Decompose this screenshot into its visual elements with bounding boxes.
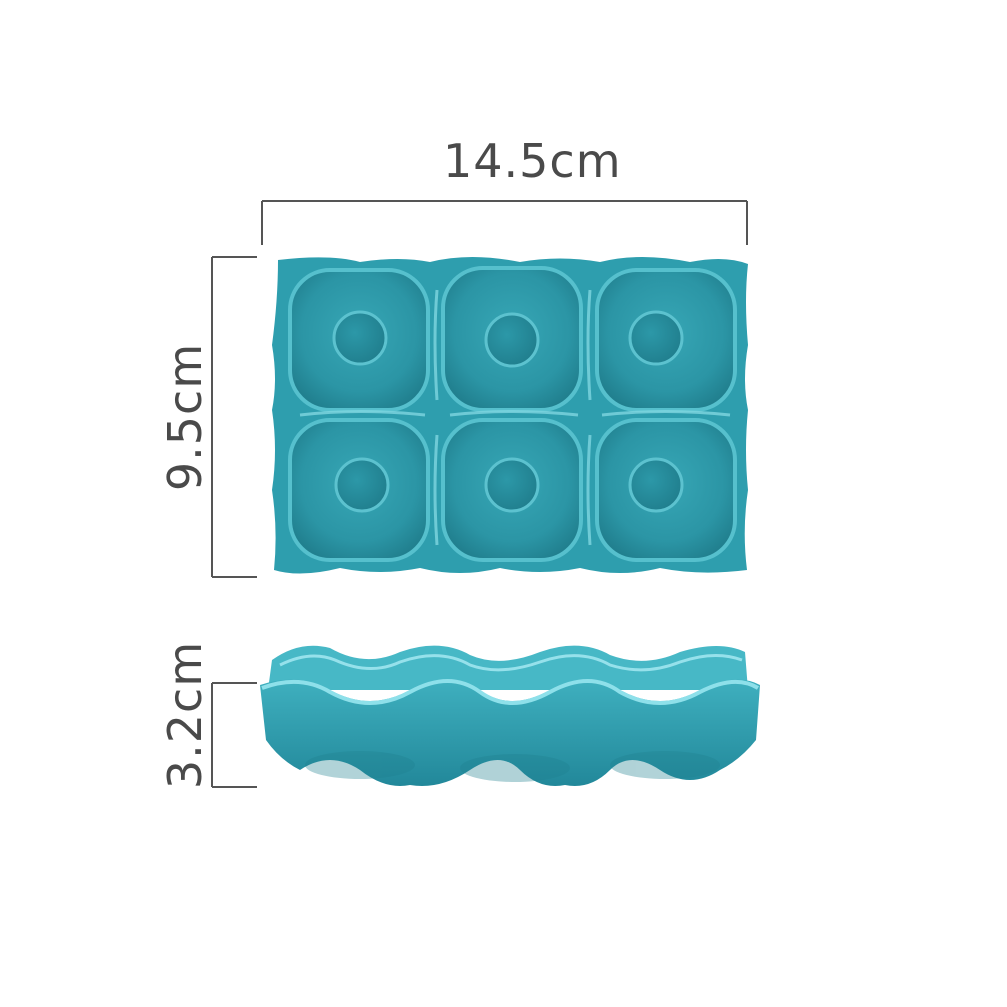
- depth-label: 3.2cm: [158, 640, 212, 790]
- tray-highlights: [299, 289, 731, 546]
- height-dimension-line: [211, 256, 257, 578]
- width-label: 14.5cm: [443, 134, 622, 188]
- side-cup-bottoms: [305, 751, 720, 782]
- cup-dimples: [332, 310, 684, 513]
- tray-top-view: [272, 257, 748, 574]
- width-dimension-line: [261, 200, 748, 245]
- depth-dimension-line: [211, 682, 257, 788]
- height-label: 9.5cm: [158, 342, 212, 492]
- tray-side-view: [260, 645, 760, 786]
